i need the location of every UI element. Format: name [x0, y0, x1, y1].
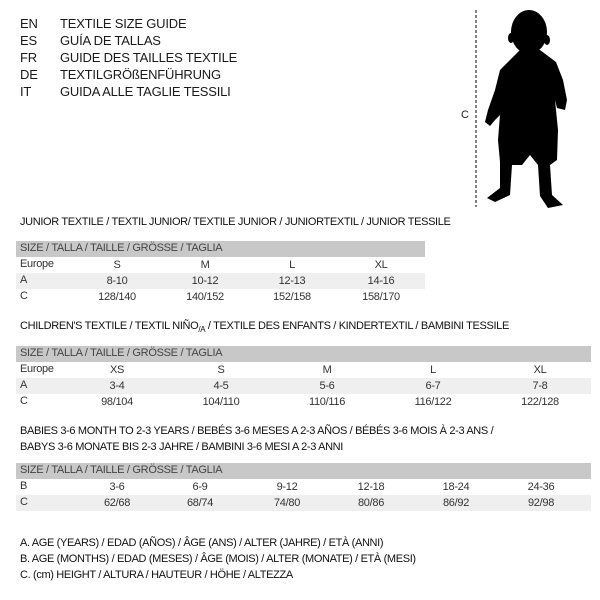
- table-row: C 62/68 68/74 74/80 80/86 86/92 92/98: [16, 495, 591, 511]
- height-label: C: [461, 109, 469, 121]
- table-cell: 110/116: [308, 396, 346, 408]
- table-cell: L: [289, 259, 295, 271]
- children-section-title: CHILDREN'S TEXTILE / TEXTIL NIÑO/A / TEX…: [20, 320, 509, 334]
- title-part: CHILDREN'S TEXTILE / TEXTIL NIÑO: [20, 320, 199, 332]
- table-cell: 3-4: [109, 380, 125, 392]
- lang-title: GUÍA DE TALLAS: [60, 33, 161, 48]
- table-row: B 3-6 6-9 9-12 12-18 18-24 24-36: [16, 479, 591, 495]
- table-cell: 128/140: [98, 291, 136, 303]
- table-cell: 5-6: [319, 380, 335, 392]
- table-cell: 80/86: [357, 497, 385, 509]
- table-cell: 12-13: [278, 275, 306, 287]
- table-cell: L: [430, 364, 436, 376]
- row-label: A: [20, 274, 28, 286]
- table-cell: XL: [533, 364, 547, 376]
- table-cell: S: [217, 364, 225, 376]
- lang-code: IT: [20, 84, 32, 99]
- lang-title: TEXTILE SIZE GUIDE: [60, 16, 187, 31]
- table-cell: S: [113, 259, 121, 271]
- table-cell: 6-7: [425, 380, 441, 392]
- size-header-row: SIZE / TALLA / TAILLE / GRÖSSE / TAGLIA: [16, 241, 425, 257]
- table-cell: 9-12: [276, 481, 298, 493]
- table-row: C 128/140 140/152 152/158 158/170: [16, 289, 425, 305]
- table-cell: 18-24: [442, 481, 470, 493]
- table-row: Europe XS S M L XL: [16, 362, 591, 378]
- row-label: Europe: [20, 258, 54, 270]
- table-cell: 3-6: [109, 481, 125, 493]
- table-cell: 74/80: [273, 497, 301, 509]
- children-size-table: SIZE / TALLA / TAILLE / GRÖSSE / TAGLIA E…: [16, 346, 591, 410]
- legend-a: A. AGE (YEARS) / EDAD (AÑOS) / ÂGE (ANS)…: [20, 537, 384, 549]
- row-label: C: [20, 290, 28, 302]
- table-cell: 62/68: [103, 497, 131, 509]
- legend-b: B. AGE (MONTHS) / EDAD (MESES) / ÂGE (MO…: [20, 553, 416, 565]
- row-label: A: [20, 379, 28, 391]
- lang-title: TEXTILGRÖßENFÜHRUNG: [60, 67, 221, 82]
- table-cell: XS: [109, 364, 125, 376]
- babies-size-table: SIZE / TALLA / TAILLE / GRÖSSE / TAGLIA B…: [16, 463, 591, 511]
- junior-size-table: SIZE / TALLA / TAILLE / GRÖSSE / TAGLIA E…: [16, 241, 425, 305]
- row-label: Europe: [20, 363, 54, 375]
- table-row: A 3-4 4-5 5-6 6-7 7-8: [16, 378, 591, 394]
- table-cell: 14-16: [367, 275, 395, 287]
- table-cell: 24-36: [527, 481, 555, 493]
- child-silhouette-figure: [475, 10, 567, 208]
- size-header-label: SIZE / TALLA / TAILLE / GRÖSSE / TAGLIA: [20, 347, 223, 359]
- table-cell: 10-12: [191, 275, 219, 287]
- table-row: Europe S M L XL: [16, 257, 425, 273]
- table-cell: 98/104: [101, 396, 133, 408]
- size-header-row: SIZE / TALLA / TAILLE / GRÖSSE / TAGLIA: [16, 463, 591, 479]
- table-cell: 122/128: [521, 396, 559, 408]
- row-label: B: [20, 480, 28, 492]
- table-cell: 152/158: [273, 291, 311, 303]
- lang-code: EN: [20, 16, 38, 31]
- lang-code: FR: [20, 50, 37, 65]
- table-cell: 8-10: [106, 275, 128, 287]
- junior-section-title: JUNIOR TEXTILE / TEXTIL JUNIOR/ TEXTILE …: [20, 216, 451, 228]
- child-silhouette-icon: [485, 10, 567, 208]
- table-cell: 12-18: [357, 481, 385, 493]
- title-sub: /A: [198, 325, 206, 335]
- table-cell: 68/74: [186, 497, 214, 509]
- legend-c: C. (cm) HEIGHT / ALTURA / HAUTEUR / HÖHE…: [20, 569, 293, 581]
- babies-section-title-line1: BABIES 3-6 MONTH TO 2-3 YEARS / BEBÉS 3-…: [20, 425, 494, 437]
- table-cell: M: [322, 364, 332, 376]
- table-cell: 7-8: [532, 380, 548, 392]
- row-label: C: [20, 496, 28, 508]
- table-cell: 104/110: [202, 396, 240, 408]
- table-cell: 86/92: [442, 497, 470, 509]
- table-cell: 92/98: [527, 497, 555, 509]
- title-part: / TEXTILE DES ENFANTS / KINDERTEXTIL / B…: [205, 320, 509, 332]
- table-row: A 8-10 10-12 12-13 14-16: [16, 273, 425, 289]
- size-header-label: SIZE / TALLA / TAILLE / GRÖSSE / TAGLIA: [20, 242, 223, 254]
- row-label: C: [20, 395, 28, 407]
- lang-code: ES: [20, 33, 37, 48]
- size-header-label: SIZE / TALLA / TAILLE / GRÖSSE / TAGLIA: [20, 464, 223, 476]
- table-row: C 98/104 104/110 110/116 116/122 122/128: [16, 394, 591, 410]
- table-cell: 4-5: [213, 380, 229, 392]
- lang-title: GUIDE DES TAILLES TEXTILE: [60, 50, 238, 65]
- lang-code: DE: [20, 67, 38, 82]
- size-header-row: SIZE / TALLA / TAILLE / GRÖSSE / TAGLIA: [16, 346, 591, 362]
- babies-section-title-line2: BABYS 3-6 MONATE BIS 2-3 JAHRE / BAMBINI…: [20, 441, 343, 453]
- table-cell: 6-9: [192, 481, 208, 493]
- table-cell: M: [200, 259, 210, 271]
- table-cell: 158/170: [362, 291, 400, 303]
- lang-title: GUIDA ALLE TAGLIE TESSILI: [60, 84, 231, 99]
- table-cell: 140/152: [186, 291, 224, 303]
- table-cell: XL: [374, 259, 388, 271]
- table-cell: 116/122: [414, 396, 452, 408]
